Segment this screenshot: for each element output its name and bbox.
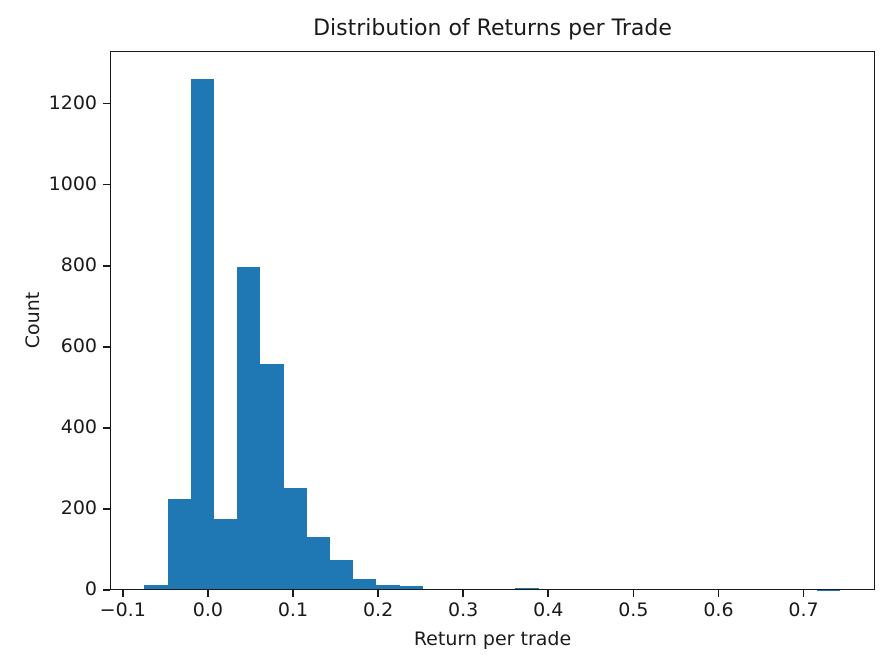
- x-axis-tick: [462, 590, 464, 597]
- x-axis-tick: [547, 590, 549, 597]
- histogram-bar: [469, 589, 493, 590]
- x-axis-tick-label: 0.3: [448, 599, 479, 621]
- histogram-bar: [329, 560, 354, 590]
- x-axis-tick: [717, 590, 720, 597]
- y-axis-tick: [103, 183, 110, 186]
- y-axis-tick-label: 200: [60, 496, 97, 519]
- plot-area: [110, 51, 875, 590]
- x-axis-tick-label: 0.4: [533, 599, 564, 621]
- y-axis-tick: [103, 508, 110, 510]
- x-axis-tick: [802, 590, 805, 597]
- x-axis-tick: [207, 590, 209, 597]
- y-axis-tick: [103, 102, 110, 105]
- histogram-bar: [214, 519, 238, 590]
- histogram-bar: [237, 266, 261, 590]
- y-axis-tick-label: 1000: [48, 172, 97, 195]
- x-axis-tick-label: 0.2: [362, 599, 394, 621]
- histogram-bar: [399, 585, 423, 590]
- x-axis-tick-label: −0.1: [99, 599, 146, 621]
- x-axis-tick-label: 0.7: [788, 599, 819, 621]
- y-axis-tick-label: 400: [60, 415, 97, 438]
- x-axis-tick-label: 0.6: [703, 599, 734, 621]
- x-axis-tick: [632, 590, 635, 597]
- y-axis-tick: [103, 589, 110, 591]
- x-axis-tick-label: 0.1: [277, 599, 309, 621]
- y-axis-tick: [103, 427, 110, 429]
- chart-title: Distribution of Returns per Trade: [313, 16, 672, 41]
- histogram-bar: [306, 536, 330, 590]
- x-axis-tick: [122, 590, 124, 597]
- x-axis-tick-label: 0.0: [192, 599, 223, 621]
- histogram-bar: [260, 363, 284, 590]
- y-axis-tick-label: 1200: [48, 91, 97, 114]
- histogram-bar: [144, 584, 168, 590]
- histogram-bar: [190, 78, 215, 590]
- x-axis-tick: [292, 590, 294, 597]
- y-axis-tick: [103, 265, 110, 267]
- x-axis-tick-label: 0.5: [618, 599, 649, 621]
- histogram-bar: [167, 498, 191, 590]
- y-axis-label: Count: [22, 291, 44, 349]
- y-axis-tick-label: 800: [60, 253, 97, 276]
- y-axis-tick-label: 600: [60, 334, 97, 357]
- histogram-bar: [353, 579, 377, 590]
- x-axis-tick: [377, 590, 379, 597]
- histogram-bar: [283, 487, 307, 590]
- x-axis-label: Return per trade: [413, 628, 572, 650]
- y-axis-tick-label: 0: [84, 578, 97, 600]
- histogram-bar: [515, 587, 539, 590]
- y-axis-tick: [103, 346, 110, 348]
- histogram-bar: [376, 585, 400, 590]
